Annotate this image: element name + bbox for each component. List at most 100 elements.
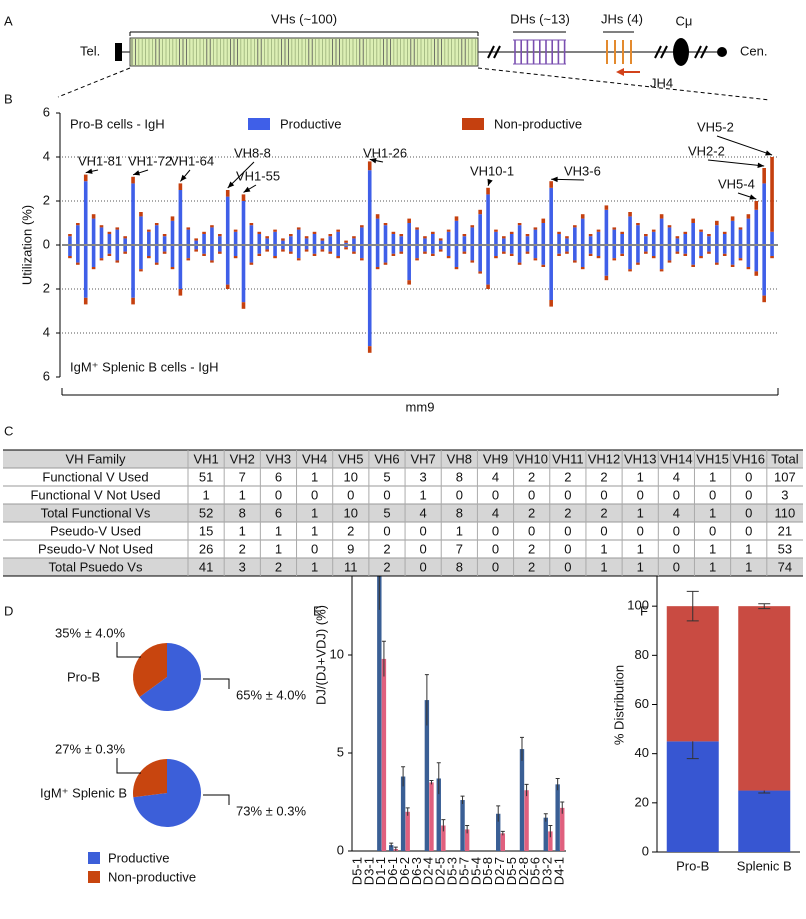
bar-segment <box>549 245 553 300</box>
table-cell: 2 <box>564 469 571 484</box>
x-tick-label: D2-7 <box>492 857 507 885</box>
bar-segment <box>415 229 419 245</box>
bar-segment <box>754 209 759 245</box>
bar-segment <box>722 245 727 254</box>
y-tick-label: 40 <box>635 745 649 760</box>
bar <box>460 800 465 851</box>
bar-segment <box>210 260 214 263</box>
bar-segment <box>738 606 791 791</box>
bar-segment <box>517 262 522 265</box>
bar-segment <box>304 249 309 252</box>
bar-segment <box>375 218 380 245</box>
bar-segment <box>139 269 143 272</box>
legend-label: Non-productive <box>494 116 582 131</box>
table-cell: 1 <box>420 487 427 502</box>
bar-segment <box>470 227 475 245</box>
bar-segment <box>675 238 680 245</box>
bar-segment <box>431 234 435 245</box>
table-cell: 0 <box>600 523 607 538</box>
error-bar <box>496 805 501 822</box>
bar-segment <box>722 253 727 256</box>
arrowhead <box>551 176 558 183</box>
x-tick-label: D2-4 <box>421 857 436 885</box>
bar-segment <box>738 258 743 261</box>
bar <box>429 782 434 851</box>
bar-segment <box>367 161 372 171</box>
annotation: VH1-26 <box>363 145 407 160</box>
annotation: VH8-8 <box>234 145 271 160</box>
table-cell: 8 <box>456 505 463 520</box>
bar-segment <box>391 234 396 245</box>
bar-segment <box>147 229 151 232</box>
bar-segment <box>312 253 317 256</box>
arrowhead <box>749 194 757 200</box>
rule <box>700 45 708 59</box>
bar-segment <box>202 231 206 234</box>
error-bar <box>424 674 429 726</box>
bar-segment <box>383 262 388 265</box>
bar-segment <box>76 225 80 245</box>
bar-segment <box>454 245 459 267</box>
bar <box>560 807 565 851</box>
bar-segment <box>573 225 577 228</box>
table-header: VH6 <box>374 451 399 466</box>
bar-segment <box>746 218 751 245</box>
bar-segment <box>320 249 325 252</box>
bar-segment <box>762 245 766 296</box>
bar-segment <box>612 258 617 261</box>
table-cell: 1 <box>745 541 752 556</box>
bar-segment <box>162 245 167 252</box>
pie-slice <box>133 643 167 697</box>
bar-segment <box>636 262 640 265</box>
bar-segment <box>68 245 72 256</box>
table-cell: 10 <box>344 469 358 484</box>
bar-segment <box>438 249 443 252</box>
bar-segment <box>186 227 191 230</box>
table-header: VH Family <box>66 451 126 466</box>
bar-segment <box>730 245 735 265</box>
bar-segment <box>415 227 419 230</box>
bar-segment <box>162 236 167 245</box>
bar-segment <box>715 245 719 263</box>
bar-segment <box>494 229 498 232</box>
x-tick-label: D6-3 <box>409 857 424 885</box>
error-bar <box>543 813 548 822</box>
bar-segment <box>265 238 269 245</box>
bar-segment <box>651 231 656 245</box>
bar-segment <box>533 258 538 261</box>
bar-segment <box>431 253 435 256</box>
bar-segment <box>233 229 238 232</box>
bar-segment <box>636 245 640 263</box>
bar-segment <box>304 245 309 250</box>
x-tick-label: D5-8 <box>480 857 495 885</box>
table-cell: Functional V Not Used <box>30 487 160 502</box>
table-cell: 8 <box>456 469 463 484</box>
jh4-label: JH4 <box>650 75 673 90</box>
table-cell: 0 <box>492 541 499 556</box>
bar-segment <box>494 256 498 259</box>
bar-segment <box>557 234 561 245</box>
legend-swatch <box>248 118 270 130</box>
x-tick-label: D4-1 <box>551 857 566 885</box>
bar-segment <box>83 245 88 298</box>
table-cell: 1 <box>311 469 318 484</box>
table-cell: 0 <box>709 487 716 502</box>
panel-label: C <box>4 423 13 438</box>
legend-swatch <box>462 118 484 130</box>
bar-segment <box>651 256 656 259</box>
bar-segment <box>241 245 246 303</box>
table-cell: 0 <box>673 541 680 556</box>
bar <box>496 813 501 851</box>
bar-segment <box>438 240 443 245</box>
bar-segment <box>367 346 372 353</box>
arrowhead <box>757 162 765 169</box>
bar-segment <box>707 245 711 252</box>
bar-segment <box>281 245 285 250</box>
bar-segment <box>462 245 467 252</box>
bar-segment <box>194 240 198 245</box>
bar-segment <box>730 220 735 245</box>
table-header: VH10 <box>515 451 548 466</box>
bar-segment <box>675 245 680 252</box>
bar-segment <box>399 245 404 252</box>
bar-segment <box>281 249 285 252</box>
